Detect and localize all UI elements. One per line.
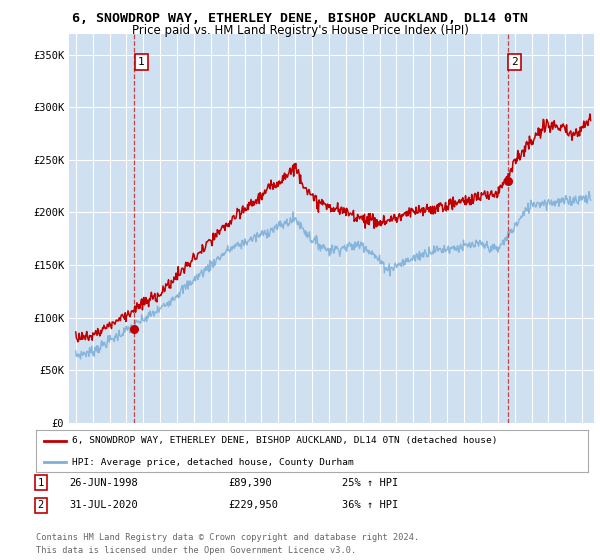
- Text: 2: 2: [38, 500, 44, 510]
- Text: 6, SNOWDROP WAY, ETHERLEY DENE, BISHOP AUCKLAND, DL14 0TN: 6, SNOWDROP WAY, ETHERLEY DENE, BISHOP A…: [72, 12, 528, 25]
- Text: 2: 2: [511, 57, 518, 67]
- Text: £229,950: £229,950: [228, 500, 278, 510]
- Text: HPI: Average price, detached house, County Durham: HPI: Average price, detached house, Coun…: [72, 458, 353, 467]
- Text: 31-JUL-2020: 31-JUL-2020: [69, 500, 138, 510]
- Text: 36% ↑ HPI: 36% ↑ HPI: [342, 500, 398, 510]
- Text: 26-JUN-1998: 26-JUN-1998: [69, 478, 138, 488]
- Text: 6, SNOWDROP WAY, ETHERLEY DENE, BISHOP AUCKLAND, DL14 0TN (detached house): 6, SNOWDROP WAY, ETHERLEY DENE, BISHOP A…: [72, 436, 497, 445]
- Text: Price paid vs. HM Land Registry's House Price Index (HPI): Price paid vs. HM Land Registry's House …: [131, 24, 469, 37]
- Text: 1: 1: [138, 57, 145, 67]
- Text: £89,390: £89,390: [228, 478, 272, 488]
- Text: Contains HM Land Registry data © Crown copyright and database right 2024.
This d: Contains HM Land Registry data © Crown c…: [36, 533, 419, 554]
- Text: 1: 1: [38, 478, 44, 488]
- Text: 25% ↑ HPI: 25% ↑ HPI: [342, 478, 398, 488]
